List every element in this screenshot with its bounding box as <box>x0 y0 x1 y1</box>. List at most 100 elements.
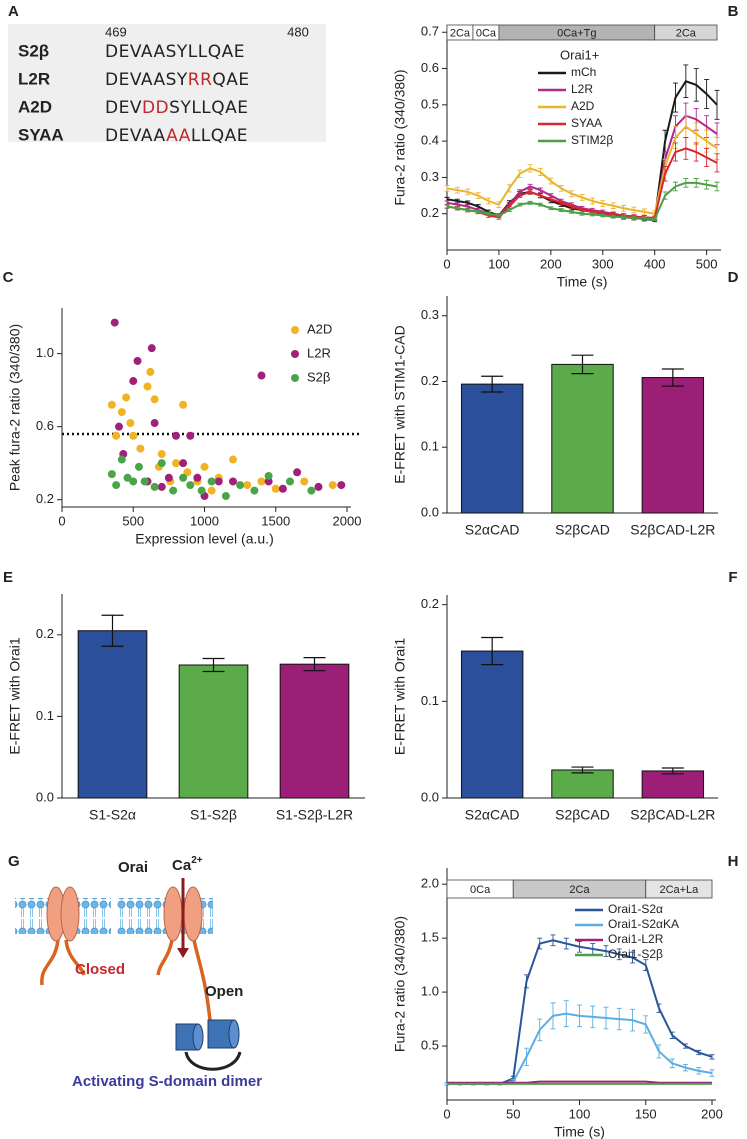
panel-label: D <box>728 269 739 286</box>
error-bar <box>571 766 594 774</box>
y-axis-label: Fura-2 ratio (340/380) <box>392 916 408 1052</box>
legend-label: L2R <box>571 82 593 96</box>
scatter-point <box>115 422 123 431</box>
y-tick-label: 0.2 <box>421 205 439 220</box>
phase-label: 2Ca <box>569 884 590 896</box>
x-tick-label: 100 <box>569 1106 591 1121</box>
orai-subunit <box>163 886 183 942</box>
scatter-point <box>112 481 121 490</box>
x-tick-label: 0 <box>443 1106 450 1121</box>
x-tick-label: 300 <box>592 256 614 271</box>
y-tick-label: 1.0 <box>421 984 439 999</box>
scatter-point <box>243 481 252 490</box>
bar <box>641 770 705 799</box>
series-line <box>446 147 718 220</box>
channel-tail <box>40 939 60 986</box>
error-bar <box>709 1054 715 1060</box>
s-domain <box>192 1023 204 1051</box>
orai-subunit <box>60 886 80 942</box>
y-tick-label: 0.0 <box>421 789 439 804</box>
error-bar <box>481 375 504 393</box>
scatter-point <box>271 484 280 493</box>
open-label: Open <box>205 983 243 1000</box>
x-tick-label: 150 <box>635 1106 657 1121</box>
scatter-point <box>107 400 116 409</box>
bar <box>178 664 249 799</box>
series-line <box>446 125 718 215</box>
y-tick-label: 0.6 <box>36 418 54 433</box>
scatter-point <box>197 486 206 495</box>
legend-label: Orai1-L2R <box>608 932 664 946</box>
scatter-point <box>157 482 166 491</box>
position-label: 469 <box>105 24 127 39</box>
y-tick-label: 0.5 <box>421 96 439 111</box>
sequence: DEVAASYLLQAE <box>105 42 245 62</box>
y-tick-label: 0.2 <box>36 491 54 506</box>
scatter-point <box>200 462 209 471</box>
scatter-point <box>133 356 142 365</box>
y-tick-label: 2.0 <box>421 876 439 891</box>
scatter-point <box>157 459 166 468</box>
scatter-point <box>193 473 202 482</box>
scatter-point <box>172 431 180 440</box>
scatter-point <box>257 371 266 380</box>
bar <box>641 377 705 514</box>
x-axis-label: Time (s) <box>557 274 608 290</box>
scatter-point <box>169 486 178 495</box>
x-axis-label: Expression level (a.u.) <box>135 531 274 547</box>
scatter-point <box>229 455 237 464</box>
legend-marker <box>291 326 299 334</box>
phase-label: 2Ca <box>676 27 697 39</box>
scatter-point <box>236 481 245 490</box>
panel-label: F <box>728 569 737 586</box>
sequence-box <box>8 24 326 142</box>
scatter-point <box>293 468 302 477</box>
scatter-point <box>122 393 131 402</box>
x-tick-label: 500 <box>696 256 718 271</box>
y-tick-label: 0.4 <box>421 133 439 148</box>
scatter-point <box>117 408 126 417</box>
ca-base: Ca <box>172 857 192 874</box>
x-tick-label: S2βCAD-L2R <box>630 807 715 823</box>
legend-title: Orai1+ <box>560 47 599 62</box>
scatter-point <box>110 318 119 327</box>
y-tick-label: 0.7 <box>421 24 439 39</box>
scatter-point <box>112 431 121 440</box>
y-tick-label: 0.2 <box>36 626 54 641</box>
x-tick-label: 1500 <box>261 513 290 528</box>
bar <box>279 663 350 799</box>
x-tick-label: S2αCAD <box>465 522 520 538</box>
error-bar <box>661 767 684 775</box>
legend-label: S2β <box>307 369 330 384</box>
x-tick-label: 0 <box>58 513 65 528</box>
panel-label: C <box>3 269 14 286</box>
phase-label: 0Ca <box>476 27 497 39</box>
scatter-point <box>107 470 116 479</box>
s-domain <box>228 1019 240 1049</box>
scatter-point <box>207 477 216 486</box>
scatter-point <box>257 477 266 486</box>
legend-label: Orai1-S2αKA <box>608 917 679 931</box>
y-tick-label: 0.1 <box>421 693 439 708</box>
scatter-point <box>136 444 145 453</box>
legend-marker <box>291 350 299 358</box>
position-label: 480 <box>287 24 309 39</box>
scatter-point <box>250 486 259 495</box>
x-tick-label: S1-S2α <box>89 807 136 823</box>
sequence-name: L2R <box>18 69 50 88</box>
bar <box>460 650 524 799</box>
sequence: DEVDDSYLLQAE <box>105 98 249 118</box>
scatter-point <box>157 450 166 459</box>
scatter-point <box>117 455 126 464</box>
scatter-point <box>186 431 195 440</box>
panel-label: A <box>8 3 19 20</box>
orai-subunit <box>183 886 203 942</box>
scatter-point <box>183 468 192 477</box>
panel-label: H <box>728 853 739 870</box>
x-tick-label: S2βCAD-L2R <box>630 522 715 538</box>
bar <box>551 363 614 514</box>
legend-marker <box>291 374 299 382</box>
y-tick-label: 0.1 <box>421 439 439 454</box>
scatter-point <box>123 473 132 482</box>
